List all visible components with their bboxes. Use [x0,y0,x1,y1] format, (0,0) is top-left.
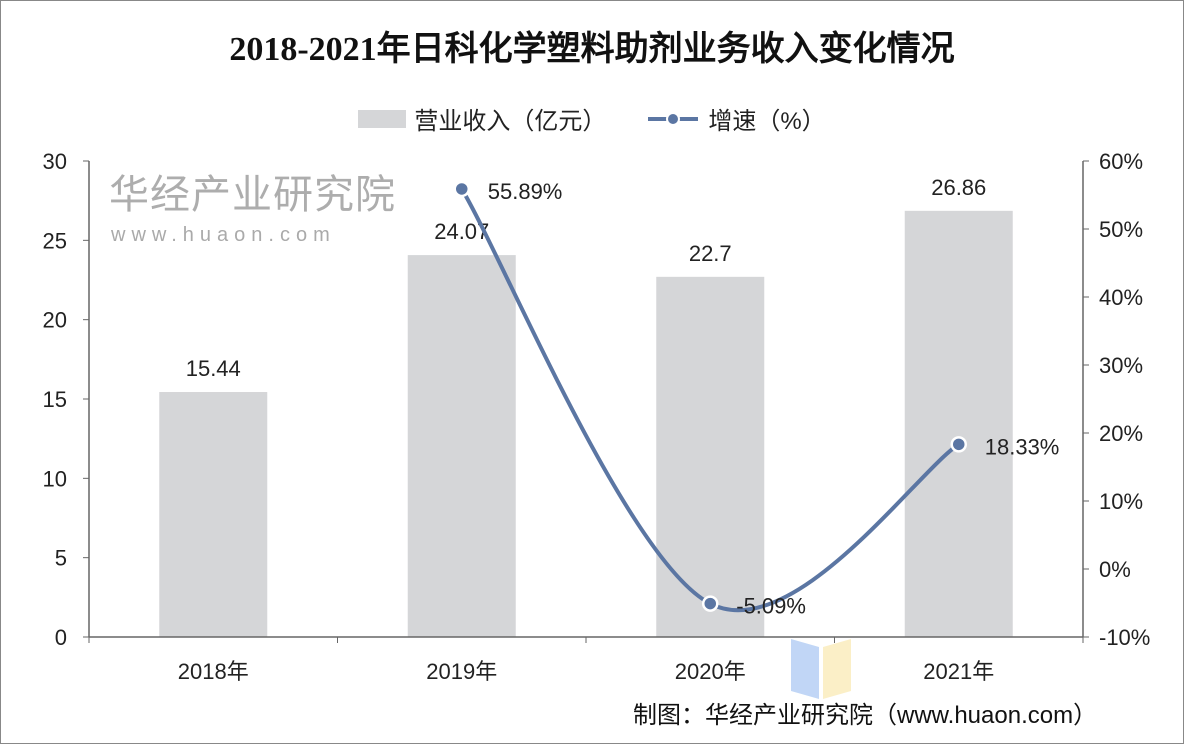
y-right-tick-label: 0% [1099,557,1131,582]
growth-point [453,180,470,198]
x-tick-label: 2019年 [426,659,497,684]
watermark-logo [791,633,861,708]
legend-bar-swatch [358,109,407,128]
y-left-tick-label: 0 [55,625,67,650]
bar-data-label: 22.7 [689,241,732,266]
y-right-tick-label: -10% [1099,625,1150,650]
x-tick-label: 2020年 [675,659,746,684]
x-tick-label: 2021年 [923,659,994,684]
y-left-tick-label: 15 [43,387,67,412]
x-tick-label: 2018年 [178,659,249,684]
watermark-url: www.huaon.com [111,224,336,246]
source-note: 制图：华经产业研究院（www.huaon.com） [633,702,1098,729]
legend-label-revenue: 营业收入（亿元） [414,108,607,135]
watermark-text: 华经产业研究院 [109,173,396,217]
chart-title: 2018-2021年日科化学塑料助剂业务收入变化情况 [229,31,955,68]
y-right-tick-label: 50% [1099,217,1143,242]
bar [656,276,765,637]
growth-line [460,187,960,613]
bar-data-label: 26.86 [931,175,986,200]
y-left-tick-label: 25 [43,228,67,253]
y-right-tick-label: 40% [1099,285,1143,310]
legend-line-swatch [648,111,699,126]
y-left-tick-label: 10 [43,466,67,491]
bar [904,210,1013,637]
growth-data-label: -5.09% [736,594,806,619]
bar [159,392,268,637]
legend-item-revenue: 营业收入（亿元） [358,101,606,136]
growth-data-label: 55.89% [488,179,563,204]
y-right-tick-label: 10% [1099,489,1143,514]
y-left-tick-label: 20 [43,308,67,333]
y-left-tick-label: 5 [55,546,67,571]
legend-item-growth: 增速（%） [646,101,826,136]
bar-data-label: 15.44 [186,356,241,381]
y-right-tick-label: 60% [1099,149,1143,174]
y-left-tick-label: 30 [43,149,67,174]
growth-point [950,436,967,453]
legend: 营业收入（亿元） 增速（%） [1,101,1183,136]
growth-data-label: 18.33% [985,434,1060,459]
bar [407,255,516,637]
y-right-tick-label: 20% [1099,421,1143,446]
growth-point [702,595,719,612]
legend-label-growth: 增速（%） [708,108,826,135]
y-right-tick-label: 30% [1099,353,1143,378]
